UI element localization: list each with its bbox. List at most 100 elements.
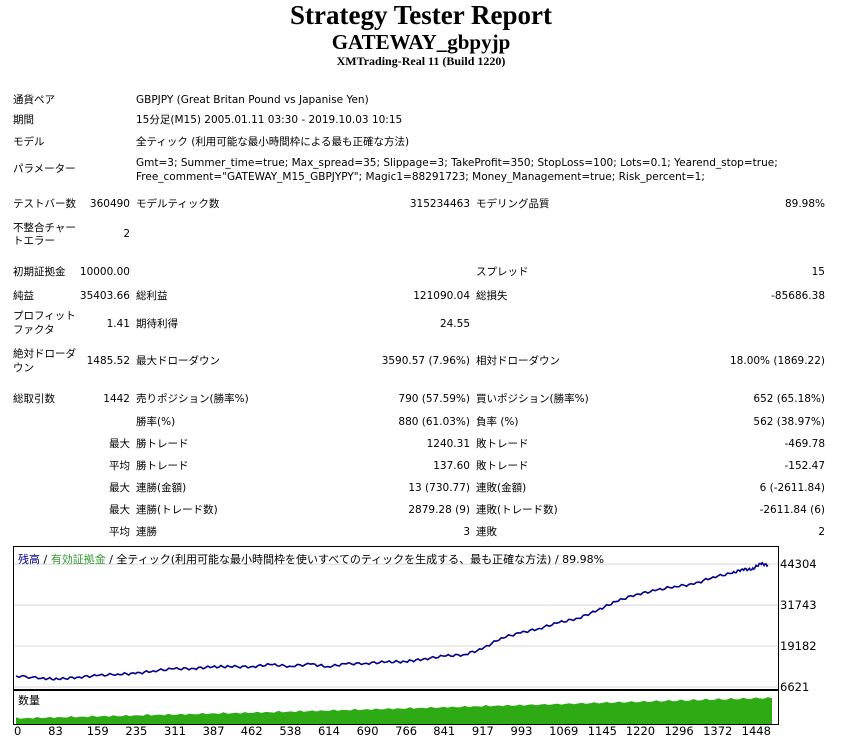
avg-cons-wins-label: 連勝 [136,526,157,538]
ticks-label: モデルティック数 [136,198,220,210]
bars-value: 360490 [89,198,130,210]
x-tick-label: 1145 [587,724,617,738]
period-value: 15分足(M15) 2005.01.11 03:30 - 2019.10.03 … [136,114,403,126]
x-tick-label: 690 [356,724,379,738]
avg-loss-value: -152.47 [784,460,825,472]
x-tick-label: 538 [279,724,302,738]
max-cons-profit-label: 連勝(トレード数) [136,504,218,516]
max-cons-losses-label: 連敗(金額) [476,482,527,494]
long-value: 652 (65.18%) [753,393,825,405]
params-line-2: Free_comment="GATEWAY_M15_GBPJYPY"; Magi… [136,171,705,183]
largest-win-label: 勝トレード [136,438,189,450]
series-line-balance [15,561,769,681]
max-prefix-2: 最大 [109,482,130,494]
x-tick-label: 159 [86,724,109,738]
deposit-label: 初期証拠金 [13,266,66,278]
volume-svg [16,697,772,724]
model-value: 全ティック (利用可能な最小時間枠による最も正確な方法) [136,136,410,148]
x-tick-label: 235 [125,724,148,738]
period-label: 期間 [13,114,34,126]
x-tick-label: 387 [202,724,225,738]
y-tick-label: 44304 [780,557,817,572]
win-rate-label: 勝率(%) [136,416,176,428]
rel-dd-value: 18.00% (1869.22) [730,355,825,367]
volume-area [16,697,772,724]
avg-cons-wins-value: 3 [463,526,470,538]
ticks-value: 315234463 [409,198,470,210]
params-line-1: Gmt=3; Summer_time=true; Max_spread=35; … [136,157,778,169]
legend-balance: 残高 [18,553,40,566]
x-tick-label: 1372 [703,724,733,738]
abs-dd-value: 1485.52 [86,355,130,367]
model-label: モデル [13,136,45,148]
short-value: 790 (57.59%) [398,393,470,405]
max-prefix-1: 最大 [109,438,130,450]
abs-dd-label-2: ウン [13,362,34,374]
x-tick-label: 1069 [549,724,579,738]
pf-value: 1.41 [106,318,130,330]
largest-loss-value: -469.78 [784,438,825,450]
x-tick-label: 841 [433,724,456,738]
x-tick-label: 614 [317,724,340,738]
deposit-value: 10000.00 [79,266,130,278]
gross-profit-label: 総利益 [136,290,168,302]
pair-label: 通貨ペア [13,94,55,106]
server-info: XMTrading-Real 11 (Build 1220) [336,54,506,68]
x-tick-label: 83 [48,724,63,738]
x-tick-label: 1296 [664,724,694,738]
avg-win-label: 勝トレード [136,460,189,472]
spread-label: スプレッド [476,266,529,278]
avg-cons-losses-value: 2 [818,526,825,538]
y-tick-label: 19182 [780,639,817,654]
max-cons-profit-value: 2879.28 (9) [408,504,470,516]
long-label: 買いポジション(勝率%) [476,393,589,405]
legend-equity: 有効証拠金 [50,553,106,566]
max-dd-label: 最大ドローダウン [136,355,220,367]
max-cons-wins-label: 連勝(金額) [136,482,187,494]
max-cons-loss-value: -2611.84 (6) [759,504,825,516]
avg-cons-losses-label: 連敗 [476,526,497,538]
volume-panel: 数量 [13,690,779,725]
largest-win-value: 1240.31 [426,438,470,450]
avg-prefix-2: 平均 [109,526,130,538]
max-dd-value: 3590.57 (7.96%) [381,355,470,367]
x-tick-label: 0 [14,724,22,738]
report-subtitle: GATEWAY_gbpyjp [331,30,511,54]
legend-rest: / 全ティック(利用可能な最小時間枠を使いすべてのティックを生成する、最も正確な… [105,553,605,566]
abs-dd-label-1: 絶対ドローダ [13,348,76,360]
gross-loss-value: -85686.38 [771,290,825,302]
report-title: Strategy Tester Report [290,0,552,30]
net-value: 35403.66 [79,290,130,302]
x-tick-label: 1220 [625,724,656,738]
x-tick-label: 766 [395,724,418,738]
spread-value: 15 [811,266,825,278]
y-tick-label: 6621 [780,680,810,694]
total-trades-label: 総取引数 [13,393,55,405]
gross-loss-label: 総損失 [476,290,508,302]
max-cons-wins-value: 13 (730.77) [408,482,470,494]
short-label: 売りポジション(勝率%) [136,393,249,405]
params-label: パラメーター [13,163,76,175]
max-prefix-3: 最大 [109,504,130,516]
pair-value: GBPJPY (Great Britan Pound vs Japanise Y… [136,94,369,106]
y-tick-label: 31743 [780,598,817,613]
legend-sep: / [40,553,51,566]
max-cons-losses-value: 6 (-2611.84) [759,482,825,494]
max-cons-loss-label: 連敗(トレード数) [476,504,558,516]
chart-legend: 残高 / 有効証拠金 / 全ティック(利用可能な最小時間枠を使いすべてのティック… [18,551,604,567]
win-rate-value: 880 (61.03%) [398,416,470,428]
total-trades-value: 1442 [103,393,130,405]
loss-rate-value: 562 (38.97%) [753,416,825,428]
quality-value: 89.98% [784,198,825,210]
expected-label: 期待利得 [136,318,178,330]
x-tick-label: 462 [240,724,263,738]
pf-label-1: プロフィット [13,310,76,322]
x-tick-label: 311 [164,724,186,738]
bars-label: テストバー数 [13,198,76,210]
volume-label: 数量 [18,694,40,707]
avg-prefix-1: 平均 [109,460,130,472]
balance-chart-svg [14,561,778,688]
x-tick-label: 1448 [741,724,771,738]
avg-win-value: 137.60 [433,460,470,472]
mismatch-label-1: 不整合チャー [13,222,76,234]
